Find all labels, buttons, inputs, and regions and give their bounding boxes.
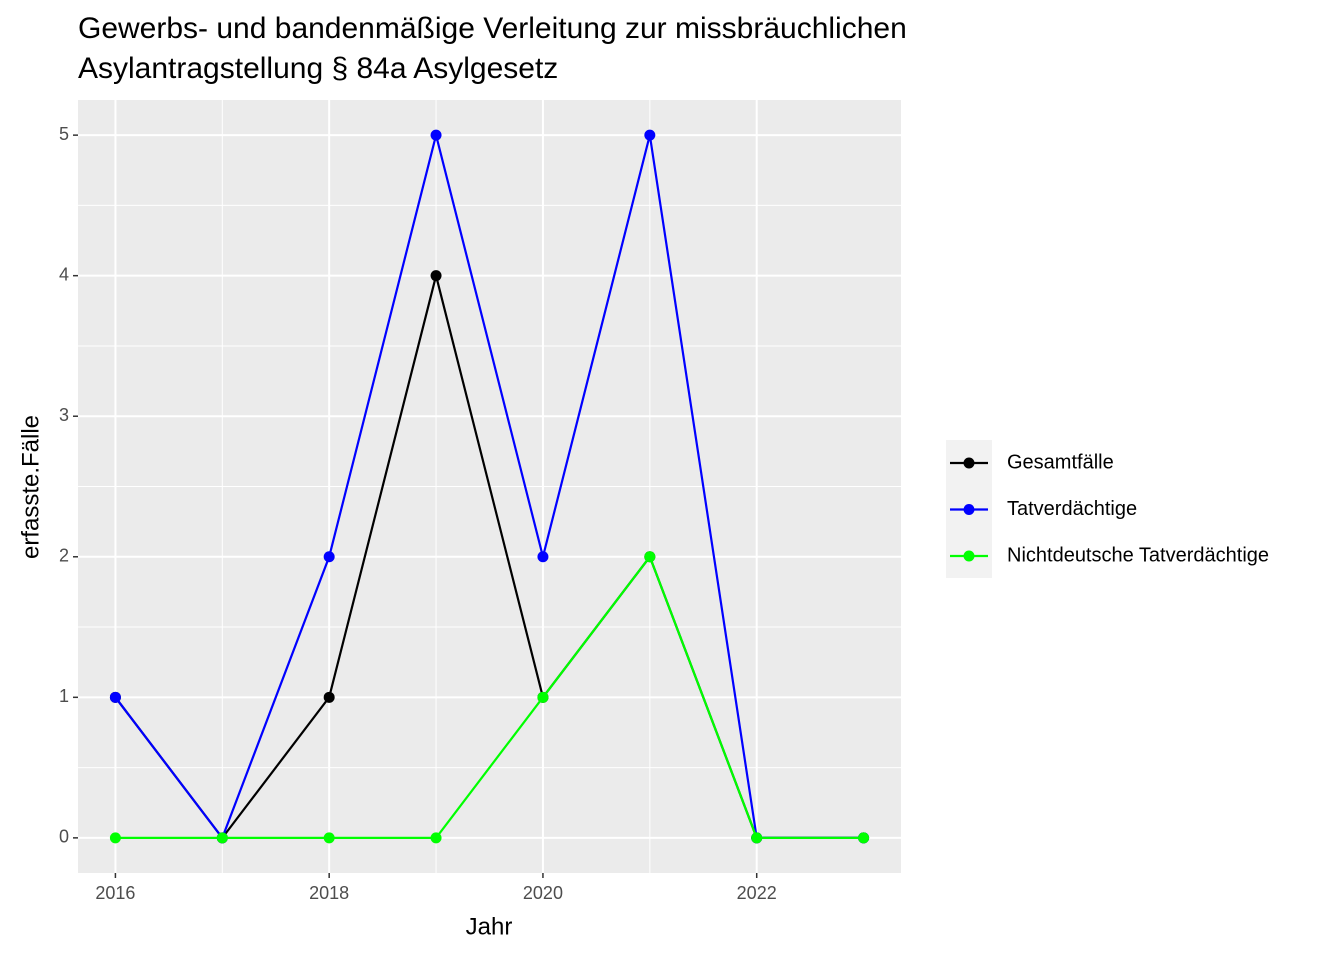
data-point bbox=[430, 129, 442, 141]
legend-key bbox=[963, 550, 975, 562]
x-tick-label: 2016 bbox=[95, 883, 135, 903]
x-tick-label: 2020 bbox=[523, 883, 563, 903]
chart-title: Gewerbs- und bandenmäßige Verleitung zur… bbox=[78, 12, 907, 45]
y-axis-label: erfasste.Fälle bbox=[17, 415, 44, 559]
legend-label: Gesamtfälle bbox=[1007, 451, 1114, 473]
y-tick-label: 1 bbox=[59, 686, 69, 706]
legend-label: Nichtdeutsche Tatverdächtige bbox=[1007, 544, 1269, 566]
data-point bbox=[109, 691, 121, 703]
data-point bbox=[858, 832, 870, 844]
data-point bbox=[430, 832, 442, 844]
data-point bbox=[323, 832, 335, 844]
series-line bbox=[114, 134, 864, 841]
x-tick-label: 2022 bbox=[737, 883, 777, 903]
data-point bbox=[216, 832, 228, 844]
chart-title: Asylantragstellung § 84a Asylgesetz bbox=[78, 52, 558, 85]
legend-key bbox=[963, 504, 975, 515]
legend-key bbox=[963, 457, 975, 469]
data-point bbox=[323, 691, 335, 703]
data-point bbox=[644, 551, 656, 563]
y-tick-label: 5 bbox=[59, 124, 69, 144]
legend-label: Tatverdächtige bbox=[1007, 498, 1137, 520]
y-tick-label: 2 bbox=[59, 546, 69, 566]
data-point bbox=[644, 129, 656, 141]
y-tick-label: 4 bbox=[59, 264, 69, 284]
y-tick-label: 3 bbox=[59, 405, 69, 425]
y-tick-label: 0 bbox=[59, 827, 69, 847]
data-point bbox=[751, 832, 763, 844]
data-point bbox=[537, 551, 549, 563]
data-point bbox=[537, 691, 549, 703]
x-tick-label: 2018 bbox=[309, 883, 349, 903]
data-point bbox=[430, 270, 442, 282]
data-point bbox=[323, 551, 335, 563]
x-axis-label: Jahr bbox=[466, 913, 513, 940]
series-line bbox=[115, 554, 864, 839]
data-point bbox=[109, 832, 121, 844]
